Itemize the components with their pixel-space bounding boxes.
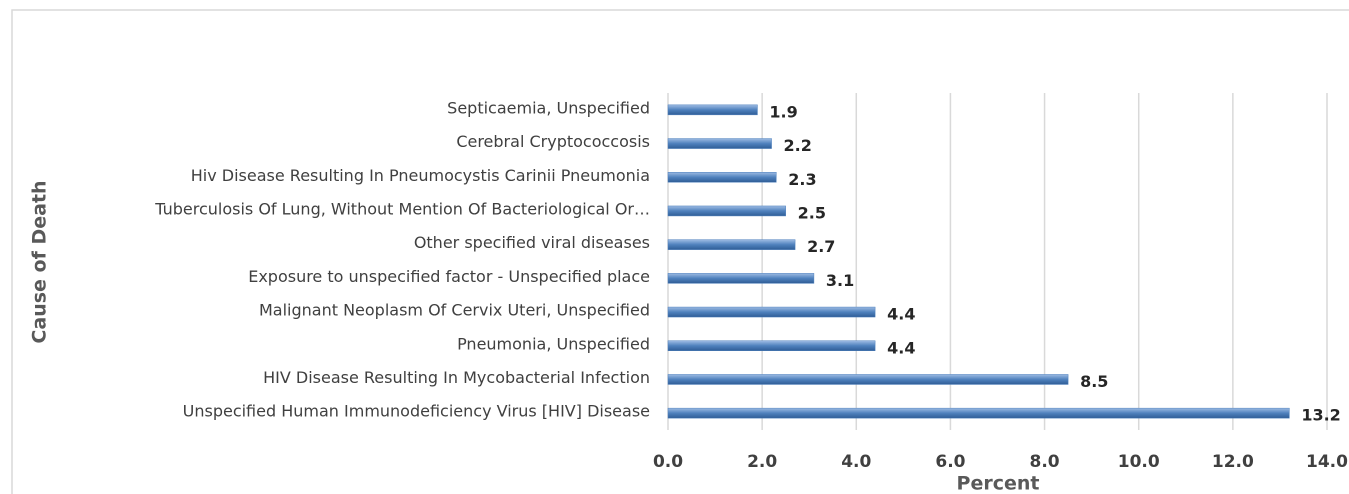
x-tick-label: 0.0 — [653, 452, 683, 472]
y-axis-label: Cause of Death — [29, 180, 51, 343]
bar — [667, 104, 758, 116]
y-tick-label: Exposure to unspecified factor - Unspeci… — [248, 267, 650, 286]
data-label: 2.5 — [798, 203, 826, 222]
y-tick-label: Other specified viral diseases — [414, 233, 650, 252]
data-label: 2.2 — [784, 136, 812, 155]
bar — [667, 407, 1290, 419]
x-tick-label: 8.0 — [1030, 452, 1060, 472]
bar — [667, 205, 786, 217]
y-tick-label: Unspecified Human Immunodeficiency Virus… — [183, 402, 650, 421]
x-tick-label: 4.0 — [841, 452, 871, 472]
data-label: 3.1 — [826, 271, 854, 290]
data-label: 1.9 — [769, 102, 797, 121]
data-label: 2.7 — [807, 237, 835, 256]
data-label: 13.2 — [1301, 406, 1340, 425]
bar — [667, 273, 815, 284]
data-label: 4.4 — [887, 305, 915, 324]
y-tick-label: Tuberculosis Of Lung, Without Mention Of… — [154, 199, 650, 218]
x-tick-label: 12.0 — [1212, 452, 1254, 472]
x-axis-label: Percent — [957, 473, 1040, 494]
x-tick-label: 6.0 — [935, 452, 965, 472]
y-tick-label: Septicaemia, Unspecified — [447, 98, 650, 117]
y-tick-label: Malignant Neoplasm Of Cervix Uteri, Unsp… — [259, 301, 650, 320]
x-tick-label: 2.0 — [747, 452, 777, 472]
y-tick-label: Hiv Disease Resulting In Pneumocystis Ca… — [191, 166, 650, 185]
bar — [667, 172, 777, 183]
data-label: 2.3 — [788, 170, 816, 189]
data-label: 4.4 — [887, 338, 915, 357]
y-tick-label: HIV Disease Resulting In Mycobacterial I… — [263, 368, 650, 387]
data-label: 8.5 — [1080, 372, 1108, 391]
x-tick-label: 10.0 — [1118, 452, 1160, 472]
bar — [667, 306, 876, 318]
y-tick-label: Pneumonia, Unspecified — [457, 334, 650, 353]
bar — [667, 340, 876, 351]
frame — [11, 9, 1349, 494]
bar — [667, 239, 796, 250]
y-tick-label: Cerebral Cryptococcosis — [456, 132, 650, 151]
x-tick-label: 14.0 — [1306, 452, 1348, 472]
bar — [667, 374, 1069, 385]
bar — [667, 138, 772, 149]
